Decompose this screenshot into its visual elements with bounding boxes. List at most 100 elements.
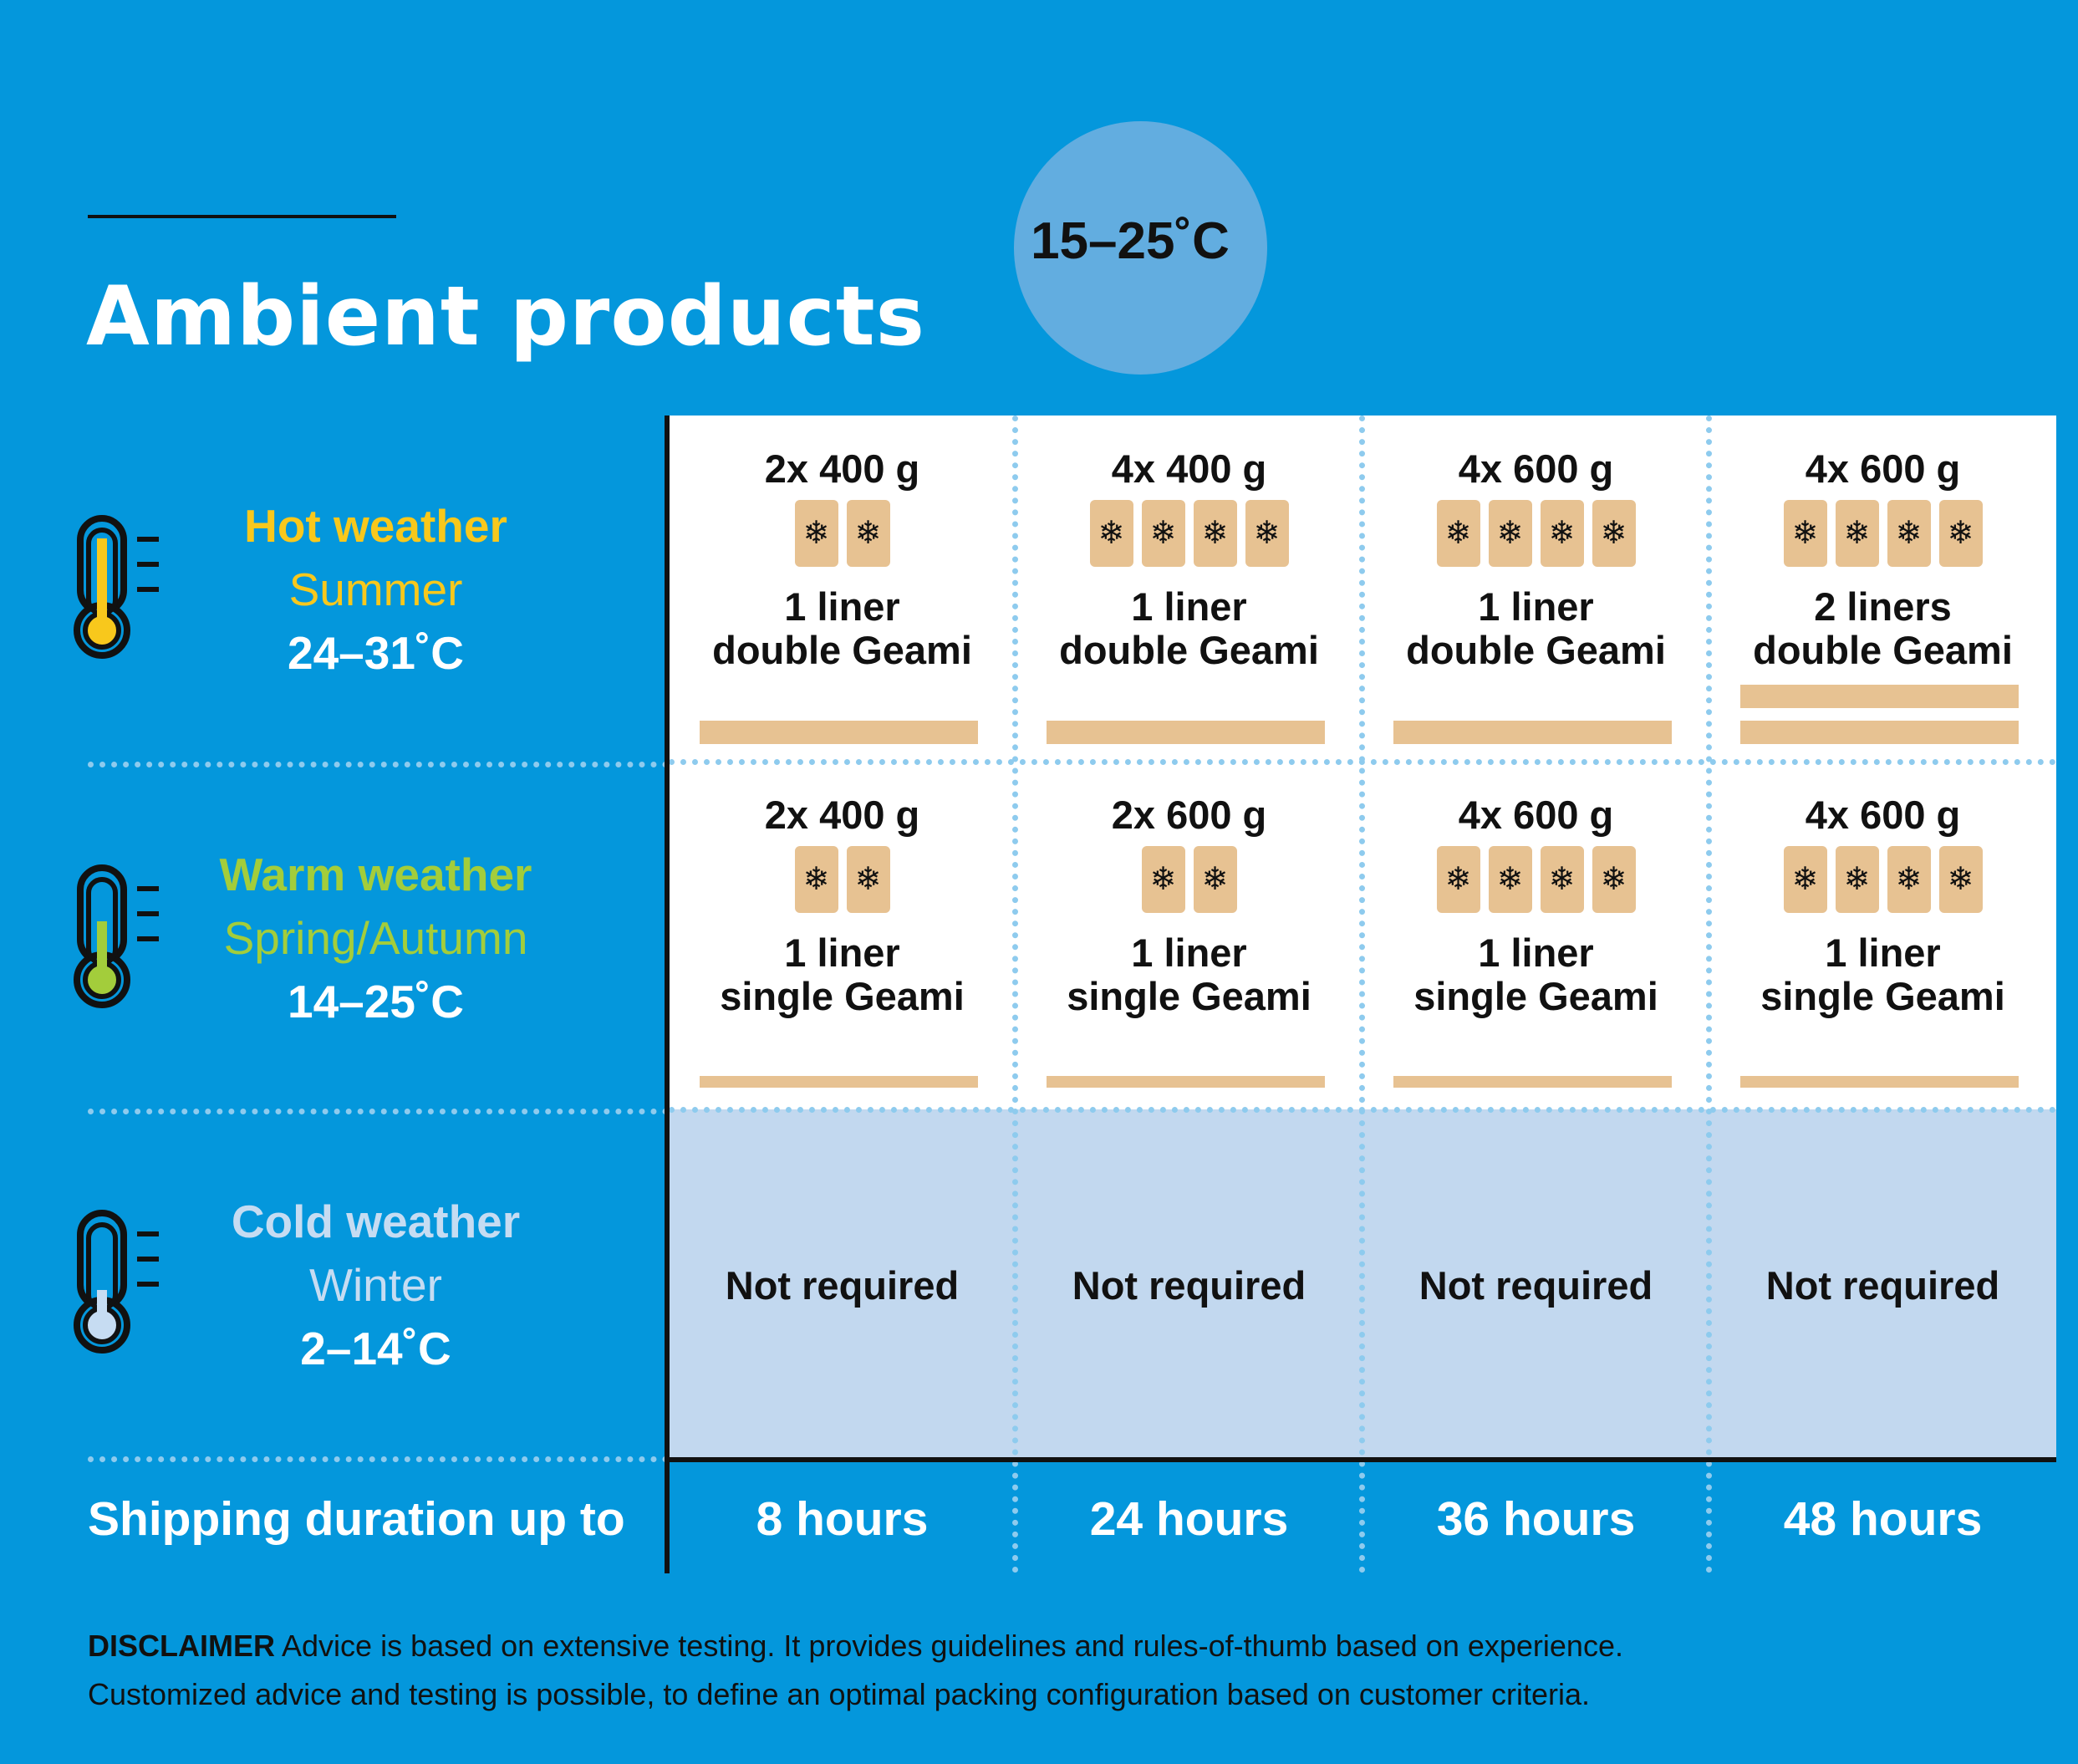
snowflake-icon: ❄	[846, 846, 890, 913]
cold-pack-group: ❄ ❄	[669, 846, 1016, 915]
geami-type: single Geami	[720, 973, 965, 1018]
not-required-label: Not required	[1765, 1263, 2000, 1308]
temperature-range-label: 15–25˚C	[1031, 212, 1230, 270]
snowflake-icon: ❄	[1245, 500, 1289, 567]
snowflake-icon: ❄	[1835, 846, 1879, 913]
geami-type: double Geami	[1406, 627, 1666, 672]
cold-pack-group: ❄ ❄ ❄ ❄	[1016, 500, 1362, 568]
grid-left-border	[665, 416, 670, 1573]
geami-layer-bar	[1740, 721, 2019, 744]
duration-24h: 24 hours	[1089, 1492, 1289, 1546]
geami-layer-bar	[1393, 721, 1672, 744]
row-temperature: 2–14˚C	[300, 1323, 451, 1374]
column-separator	[1012, 416, 1018, 1573]
row-label-hot: Hot weather Summer 24–31˚C	[206, 503, 545, 676]
geami-type: double Geami	[1059, 627, 1319, 672]
cell-hot-36h: 4x 600 g ❄ ❄ ❄ ❄ 1 liner double Geami	[1362, 416, 1709, 762]
disclaimer-label: DISCLAIMER	[88, 1629, 275, 1663]
liner-count: 1 liner	[1131, 930, 1247, 975]
geami-layer-bar	[1047, 721, 1325, 744]
snowflake-icon: ❄	[1540, 500, 1584, 567]
row-separator	[88, 1109, 669, 1114]
row-label-warm: Warm weather Spring/Autumn 14–25˚C	[206, 852, 545, 1025]
snowflake-icon: ❄	[1488, 500, 1532, 567]
snowflake-icon: ❄	[1592, 846, 1636, 913]
geami-type: single Geami	[1413, 973, 1658, 1018]
disclaimer-line-2: Customized advice and testing is possibl…	[88, 1677, 1590, 1711]
geami-type: double Geami	[1753, 627, 2013, 672]
snowflake-icon: ❄	[1783, 846, 1827, 913]
pack-quantity: 2x 600 g	[1111, 793, 1267, 837]
cell-warm-24h: 2x 600 g ❄ ❄ 1 liner single Geami	[1016, 762, 1362, 1109]
disclaimer: DISCLAIMER Advice is based on extensive …	[88, 1622, 2010, 1719]
row-season: Summer	[288, 563, 463, 615]
cold-pack-group: ❄ ❄ ❄ ❄	[1709, 846, 2056, 915]
snowflake-icon: ❄	[1835, 500, 1879, 567]
row-temperature: 24–31˚C	[288, 627, 464, 679]
liner-count: 2 liners	[1814, 584, 1952, 629]
snowflake-icon: ❄	[1887, 846, 1931, 913]
liner-count: 1 liner	[784, 584, 900, 629]
row-label-cold: Cold weather Winter 2–14˚C	[206, 1199, 545, 1372]
liner-count: 1 liner	[1131, 584, 1247, 629]
cell-hot-8h: 2x 400 g ❄ ❄ 1 liner double Geami	[669, 416, 1016, 762]
pack-quantity: 4x 600 g	[1458, 793, 1614, 837]
cold-pack-group: ❄ ❄	[1016, 846, 1362, 915]
snowflake-icon: ❄	[1436, 500, 1480, 567]
geami-type: single Geami	[1067, 973, 1311, 1018]
snowflake-icon: ❄	[1887, 500, 1931, 567]
pack-quantity: 4x 600 g	[1805, 446, 1961, 491]
geami-layer-bar	[1740, 1076, 2019, 1088]
cold-pack-group: ❄ ❄ ❄ ❄	[1362, 846, 1709, 915]
geami-layer-bar	[1393, 1076, 1672, 1088]
geami-layer-bar	[1047, 1076, 1325, 1088]
cell-cold-48h: Not required	[1709, 1109, 2056, 1457]
cell-hot-24h: 4x 400 g ❄ ❄ ❄ ❄ 1 liner double Geami	[1016, 416, 1362, 762]
cell-warm-36h: 4x 600 g ❄ ❄ ❄ ❄ 1 liner single Geami	[1362, 762, 1709, 1109]
not-required-label: Not required	[1418, 1263, 1653, 1308]
cold-pack-group: ❄ ❄ ❄ ❄	[1709, 500, 2056, 568]
row-title: Warm weather	[219, 849, 532, 900]
cold-pack-group: ❄ ❄ ❄ ❄	[1362, 500, 1709, 568]
cell-cold-36h: Not required	[1362, 1109, 1709, 1457]
cell-cold-8h: Not required	[669, 1109, 1016, 1457]
geami-type: single Geami	[1760, 973, 2005, 1018]
title-wrap: Ambient products	[86, 276, 925, 358]
row-title: Hot weather	[244, 500, 507, 552]
snowflake-icon: ❄	[1783, 500, 1827, 567]
snowflake-icon: ❄	[1141, 500, 1185, 567]
snowflake-icon: ❄	[1938, 846, 1983, 913]
liner-count: 1 liner	[784, 930, 900, 975]
snowflake-icon: ❄	[1089, 500, 1133, 567]
pack-quantity: 2x 400 g	[764, 793, 920, 837]
cell-warm-48h: 4x 600 g ❄ ❄ ❄ ❄ 1 liner single Geami	[1709, 762, 2056, 1109]
geami-layer-bar	[700, 721, 978, 744]
thermometer-icon	[74, 512, 167, 662]
liner-count: 1 liner	[1478, 584, 1594, 629]
cell-cold-24h: Not required	[1016, 1109, 1362, 1457]
grid-bottom-border	[669, 1457, 2056, 1462]
thermometer-icon	[74, 861, 167, 1012]
geami-type: double Geami	[712, 627, 972, 672]
cold-pack-group: ❄ ❄	[669, 500, 1016, 568]
row-title: Cold weather	[231, 1196, 521, 1247]
duration-36h: 36 hours	[1436, 1492, 1636, 1546]
page-title: Ambient products	[86, 269, 925, 365]
cell-hot-48h: 4x 600 g ❄ ❄ ❄ ❄ 2 liners double Geami	[1709, 416, 2056, 762]
snowflake-icon: ❄	[1938, 500, 1983, 567]
column-separator	[1706, 416, 1712, 1573]
pack-quantity: 4x 600 g	[1458, 446, 1614, 491]
geami-layer-bar	[1740, 685, 2019, 708]
not-required-label: Not required	[1072, 1263, 1306, 1308]
liner-count: 1 liner	[1478, 930, 1594, 975]
snowflake-icon: ❄	[794, 846, 838, 913]
row-separator	[88, 762, 669, 767]
pack-quantity: 4x 400 g	[1111, 446, 1267, 491]
snowflake-icon: ❄	[794, 500, 838, 567]
snowflake-icon: ❄	[1592, 500, 1636, 567]
temperature-range-circle	[1014, 121, 1267, 375]
not-required-label: Not required	[725, 1263, 960, 1308]
snowflake-icon: ❄	[1141, 846, 1185, 913]
header-rule	[88, 215, 396, 218]
snowflake-icon: ❄	[846, 500, 890, 567]
